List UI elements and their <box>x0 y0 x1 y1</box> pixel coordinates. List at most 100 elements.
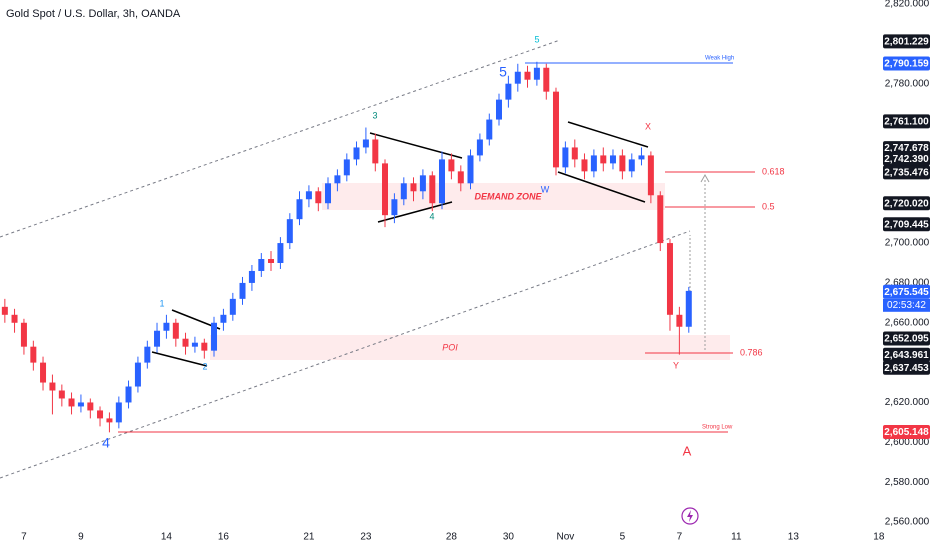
strong-low-label: Strong Low <box>702 425 733 431</box>
candle-body <box>382 163 388 216</box>
demand-zone <box>322 183 665 210</box>
candle-body <box>609 155 616 164</box>
candle-body <box>211 322 218 351</box>
alert-icon[interactable] <box>681 507 699 525</box>
alert-icon-bolt <box>687 510 693 522</box>
price-badge-label: 2,637.453 <box>884 363 929 374</box>
candle-body <box>191 342 198 347</box>
wave-label: 5 <box>534 34 539 44</box>
candle-body <box>476 139 483 156</box>
price-badge <box>883 141 930 156</box>
trendline <box>567 121 649 148</box>
candle-body <box>467 155 474 184</box>
candle-body <box>154 330 161 347</box>
candle-body <box>438 159 445 204</box>
y-tick-label: 2,560.000 <box>885 517 930 528</box>
candle-body <box>106 418 113 423</box>
price-badge <box>883 425 930 440</box>
candle-body <box>524 71 531 80</box>
countdown-badge <box>883 298 930 312</box>
candle-body <box>172 322 179 339</box>
candle-body <box>286 219 293 244</box>
price-badge <box>883 217 930 232</box>
candle-body <box>410 183 417 192</box>
projection <box>689 178 706 350</box>
candle-body <box>505 83 512 100</box>
candle-body <box>30 346 37 363</box>
y-tick-label: 2,780.000 <box>885 78 930 89</box>
x-tick-label: 14 <box>161 532 173 543</box>
y-tick-label: 2,620.000 <box>885 397 930 408</box>
candle-body <box>343 159 350 176</box>
price-badge-label: 2,747.678 <box>884 143 929 154</box>
x-tick-label: 7 <box>677 532 683 543</box>
wave-label: 1 <box>159 298 164 308</box>
demand-zone-label: DEMAND ZONE <box>475 191 543 201</box>
candles <box>1 61 692 433</box>
channel-lower <box>0 230 691 479</box>
trendline <box>557 171 646 203</box>
x-tick-label: 9 <box>78 532 84 543</box>
candle-body <box>125 386 132 403</box>
candle-body <box>258 259 265 271</box>
trendline <box>369 132 463 159</box>
candle-body <box>239 282 246 299</box>
wave-label: 4 <box>102 435 110 451</box>
y-tick-label: 2,700.000 <box>885 238 930 249</box>
candle-body <box>134 362 141 387</box>
x-tick-label: 16 <box>218 532 230 543</box>
candle-body <box>49 382 56 391</box>
candle-body <box>533 67 540 80</box>
candle-body <box>334 175 341 184</box>
candle-body <box>87 402 94 411</box>
candle-body <box>315 191 322 204</box>
candle-body <box>277 243 284 263</box>
wave-label: Y <box>673 360 679 370</box>
candle-body <box>543 67 550 92</box>
candle-body <box>68 398 75 407</box>
candle-body <box>20 322 27 347</box>
price-badge <box>883 196 930 211</box>
candle-body <box>248 270 255 283</box>
price-badge-label: 2,643.961 <box>884 350 929 361</box>
price-badge-label: 2,720.020 <box>884 198 929 209</box>
candle-body <box>163 322 170 331</box>
candle-body <box>362 139 369 148</box>
candle-body <box>581 159 588 172</box>
y-tick-label: 2,580.000 <box>885 477 930 488</box>
x-tick-label: 13 <box>788 532 800 543</box>
candle-body <box>666 243 673 315</box>
candle-body <box>647 155 654 196</box>
candle-body <box>97 410 104 419</box>
candle-body <box>40 362 47 383</box>
price-badge-label: 2,742.390 <box>884 154 929 165</box>
price-badge <box>883 151 930 166</box>
candle-body <box>305 191 312 200</box>
wave-label: X <box>645 121 651 131</box>
price-badge <box>883 56 930 71</box>
candle-body <box>1 306 8 315</box>
candle-body <box>590 155 597 172</box>
candle-body <box>628 159 635 172</box>
x-tick-label: Nov <box>556 532 574 543</box>
candle-body <box>552 91 559 168</box>
candle-body <box>201 342 208 351</box>
candle-body <box>144 346 151 363</box>
candle-body <box>182 338 189 347</box>
price-badge <box>883 360 930 375</box>
candle-body <box>58 390 65 399</box>
candle-body <box>419 175 426 192</box>
price-badge-label: 2,761.100 <box>884 116 929 127</box>
weak-high-label: Weak High <box>705 56 734 62</box>
price-badge-label: 2,652.095 <box>884 334 929 345</box>
wave-label: 4 <box>429 211 434 221</box>
candle-body <box>495 99 502 120</box>
wave-label: A <box>683 443 692 458</box>
x-tick-label: 30 <box>503 532 515 543</box>
candle-body <box>220 314 227 323</box>
candle-body <box>676 314 683 327</box>
candle-body <box>11 314 18 323</box>
x-tick-label: 11 <box>731 532 742 543</box>
price-badge <box>883 284 930 299</box>
channel-upper <box>0 39 561 238</box>
